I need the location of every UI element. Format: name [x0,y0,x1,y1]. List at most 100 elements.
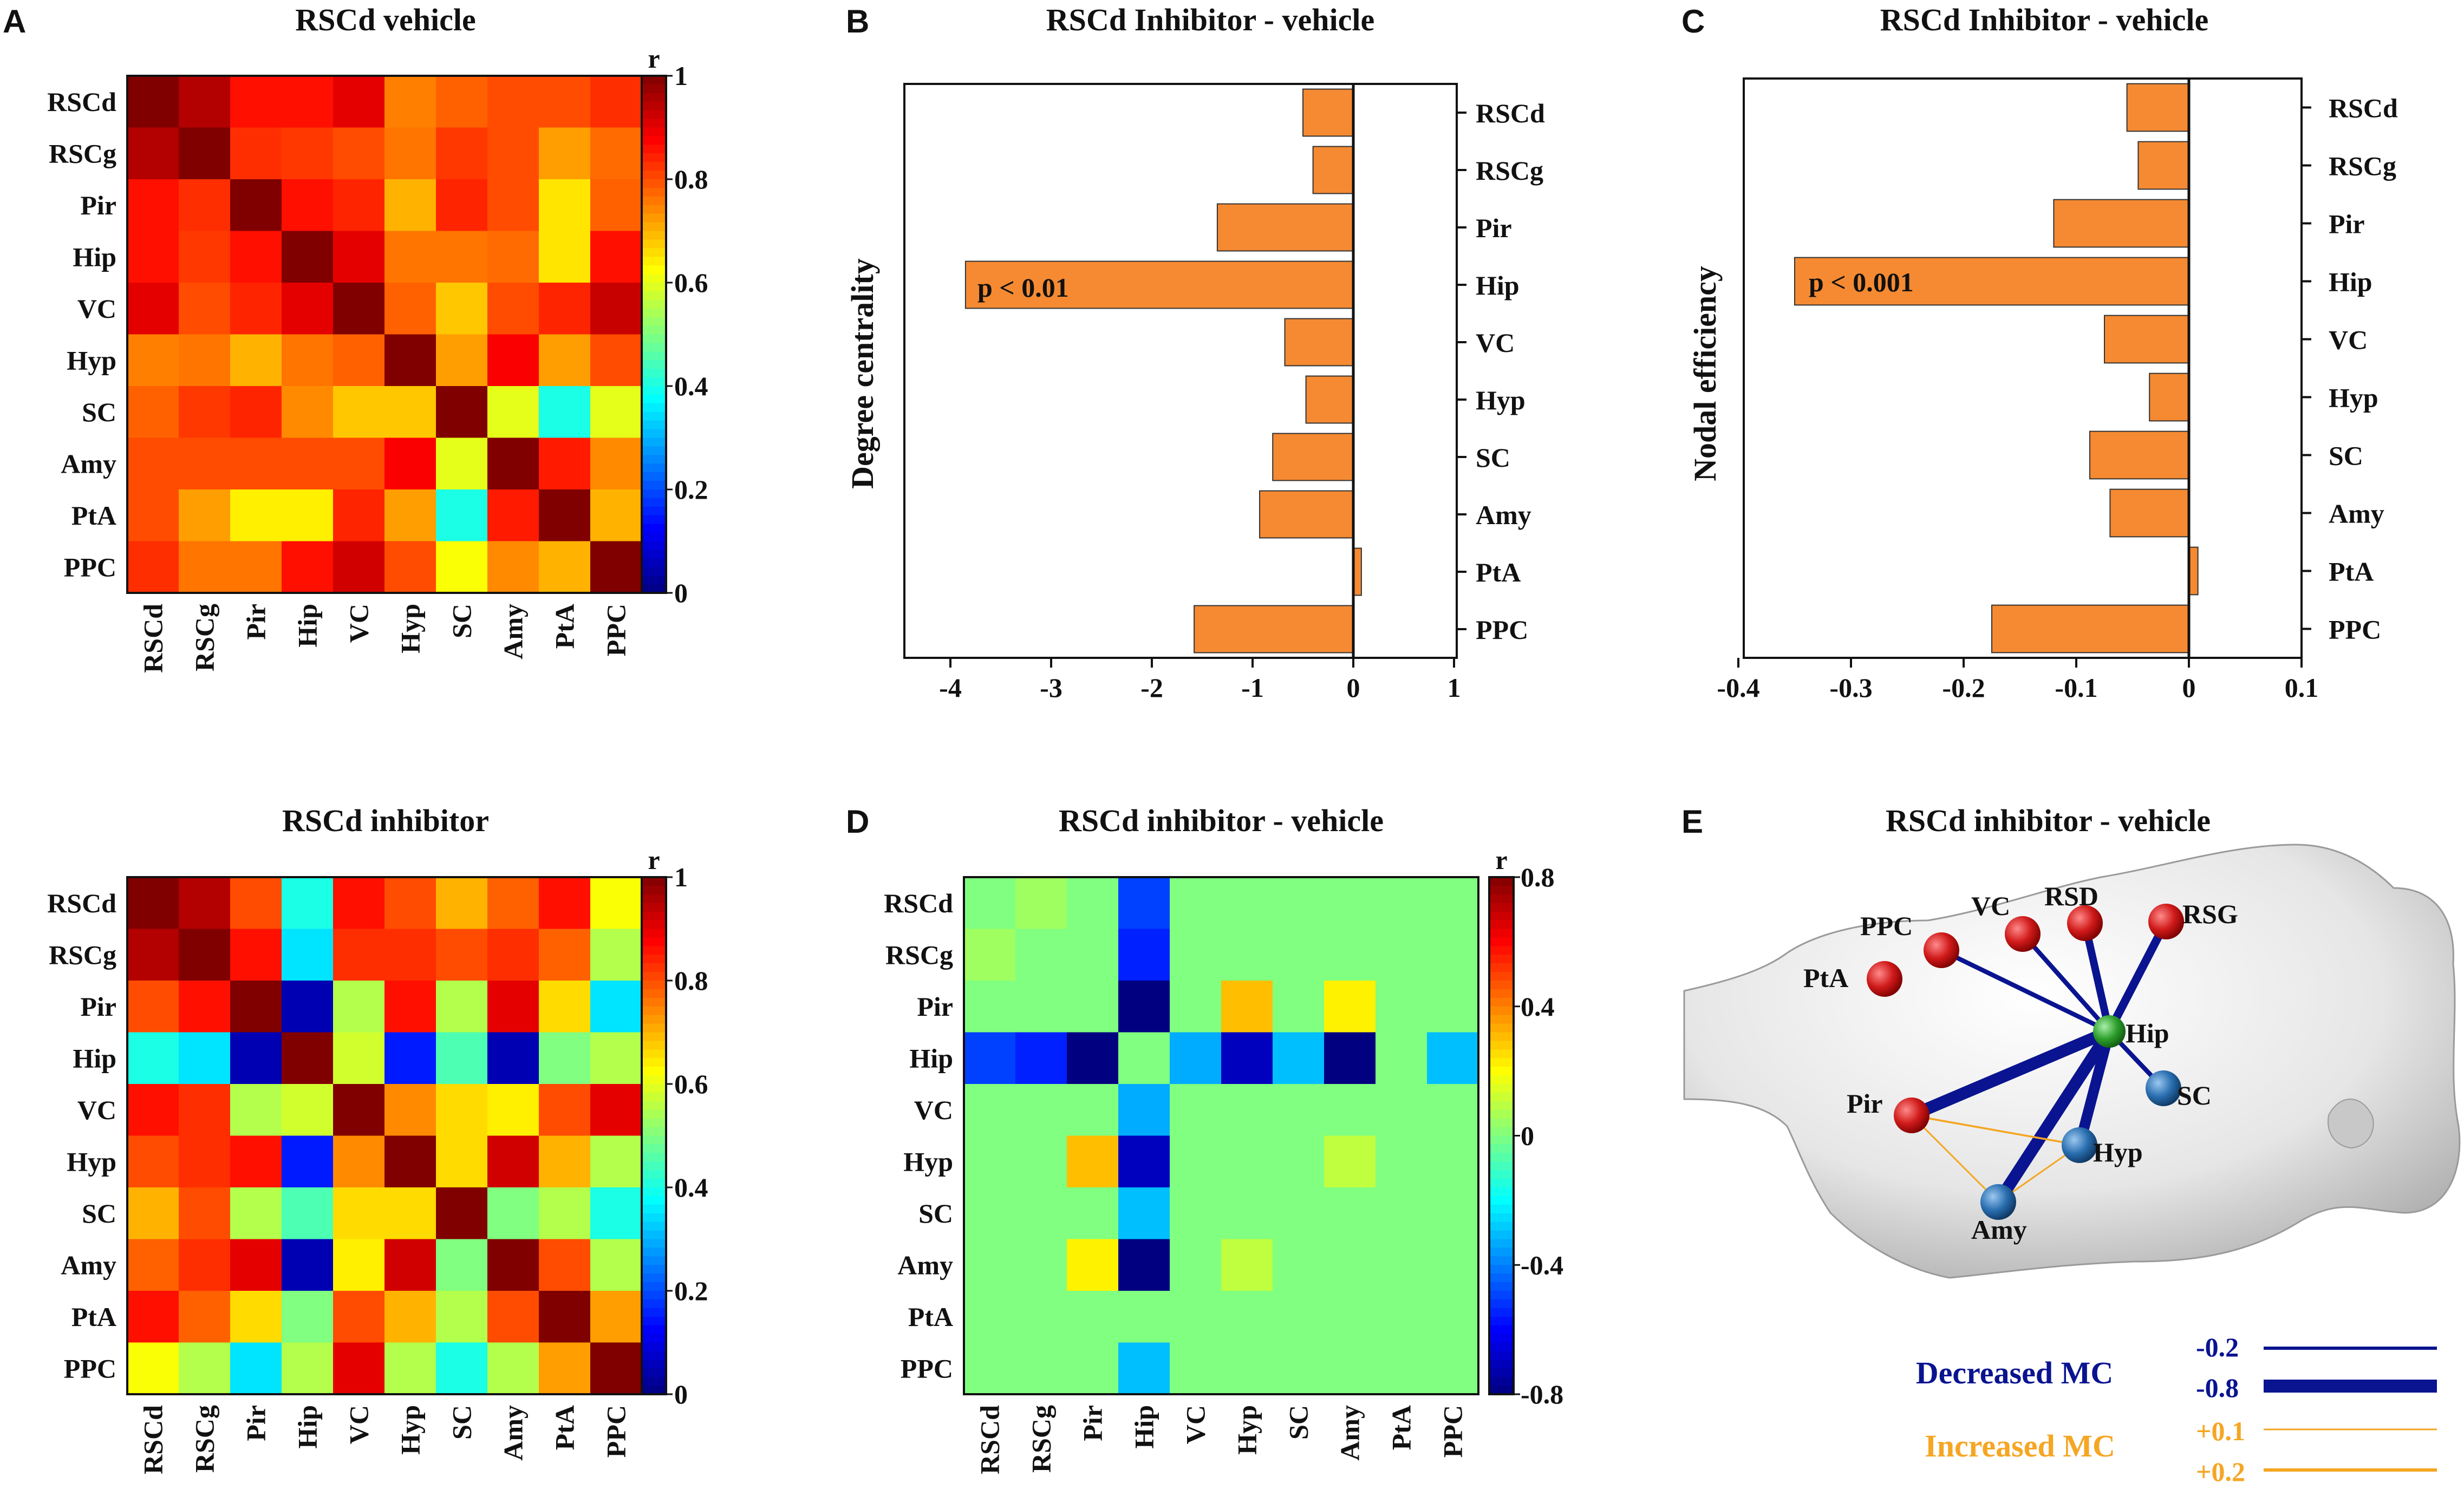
heatmap-cell [282,1291,334,1343]
heatmap-cell [1118,981,1170,1033]
heatmap-cell [333,541,385,593]
heatmap-cell [487,1135,539,1188]
heatmap-cell [1067,1239,1119,1291]
colorbar-segment [1489,981,1514,990]
column-label: VC [344,1405,374,1444]
heatmap-cell [436,231,488,283]
heatmap-cell [1015,1239,1067,1291]
heatmap-cell [436,334,488,387]
heatmap-cell [333,1342,385,1395]
network-node-label: Pir [1847,1088,1883,1119]
category-label: Hyp [1476,385,1526,415]
column-label: Pir [241,1405,271,1441]
category-label: VC [1476,328,1515,358]
heatmap-cell [179,1342,231,1395]
heatmap-cell [1118,1032,1170,1085]
colorbar-segment [642,179,666,188]
colorbar-segment [642,1135,666,1145]
category-label: RSCg [2329,151,2396,181]
colorbar-segment [642,239,666,249]
panel-c-title: RSCd Inhibitor - vehicle [1880,2,2208,37]
category-label: Amy [1476,500,1531,530]
heatmap-cell [539,334,591,387]
bar-chart-nodal-efficiency: RSCd RSCg Pir Hip VC Hyp SC Amy PtA PPC -0.4 -0.3 -0… [1687,77,2398,703]
heatmap-cell [1221,1032,1273,1085]
colorbar-segment [642,1256,666,1265]
colorbar-segment [1489,1282,1514,1291]
colorbar-segment [642,963,666,972]
network-edge [1905,1025,2116,1122]
heatmap-cell [539,1135,591,1188]
colorbar-segment [642,920,666,929]
heatmap-cell [127,334,179,387]
heatmap-cell [179,1084,231,1136]
colorbar-segment [642,1153,666,1162]
colorbar-segment [1489,955,1514,964]
colorbar-tick-label: 0.4 [674,1172,708,1203]
heatmap-cell [127,283,179,335]
heatmap-cell [179,386,231,438]
heatmap-cell [333,1187,385,1239]
colorbar-label: r [1495,845,1507,875]
colorbar-segment [1489,946,1514,955]
row-label: Pir [80,991,116,1022]
colorbar-segment [1489,911,1514,921]
row-label: PtA [71,500,116,531]
heatmap-cell [230,437,282,490]
heatmap-cell [230,1187,282,1239]
heatmap-cell [1067,1135,1119,1188]
row-label: RSCg [885,939,953,970]
x-tick-label: -4 [939,672,962,703]
heatmap-cell [1067,877,1119,929]
heatmap-cell [1376,1239,1427,1291]
colorbar-segment [642,498,666,507]
heatmap-cell [1015,1135,1067,1188]
network-node-label: Amy [1971,1214,2027,1245]
category-label: Amy [2329,499,2384,529]
panel-e-title: RSCd inhibitor - vehicle [1886,803,2211,838]
heatmap-cell [436,929,488,981]
colorbar-segment [642,1196,666,1205]
heatmap-cell [1170,981,1222,1033]
heatmap-cell [1170,1187,1222,1239]
colorbar-segment [642,937,666,946]
colorbar-segment [642,76,666,85]
colorbar-tick-label: 0 [1521,1121,1534,1151]
bar [1991,604,2189,654]
panel-a-bottom-title: RSCd inhibitor [282,803,489,838]
colorbar-segment [642,524,666,533]
heatmap-cell [539,386,591,438]
colorbar-segment [642,283,666,292]
heatmap-cell [230,981,282,1033]
colorbar-segment [642,171,666,180]
heatmap-cell [333,76,385,128]
row-label: Pir [80,190,116,220]
heatmap-cell [179,1032,231,1085]
heatmap-cell [1015,981,1067,1033]
panel-a-top-title: RSCd vehicle [295,2,476,37]
network-node-label: PPC [1860,911,1913,941]
colorbar-segment [1489,1316,1514,1326]
colorbar-segment [1489,903,1514,912]
bar [1305,375,1354,424]
column-label: PPC [601,1405,631,1458]
heatmap-cell [179,231,231,283]
colorbar-segment [642,145,666,154]
heatmap-cell [179,1291,231,1343]
column-label: Hip [292,1405,323,1449]
heatmap-cell [1221,981,1273,1033]
heatmap-cell [1015,1032,1067,1085]
category-label: VC [2329,325,2368,355]
heatmap-cell [1118,877,1170,929]
category-label: SC [1476,442,1510,473]
heatmap-cell [964,1291,1016,1343]
colorbar-segment [1489,1006,1514,1016]
colorbar-segment [642,506,666,516]
colorbar-segment [1489,1196,1514,1205]
heatmap-cell [384,1342,436,1395]
colorbar-tick-label: 0 [674,578,688,608]
row-label: RSCd [884,888,953,918]
x-tick-label: -0.2 [1942,672,1985,703]
heatmap-cell [384,231,436,283]
heatmap-cell [590,541,642,593]
